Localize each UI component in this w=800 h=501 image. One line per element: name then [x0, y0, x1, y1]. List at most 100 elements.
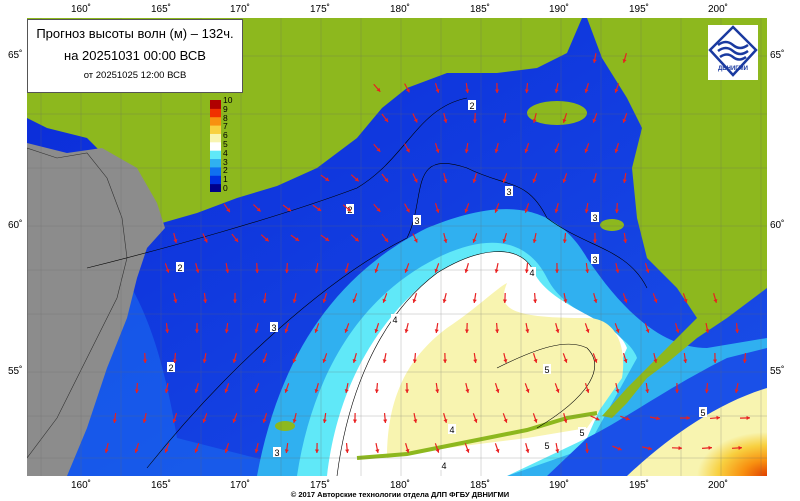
wave-direction-arrow	[494, 82, 500, 94]
wave-direction-arrow	[494, 203, 500, 213]
wave-direction-arrow	[290, 234, 300, 242]
wave-direction-arrow	[342, 204, 352, 212]
st-lawrence-island	[527, 101, 587, 125]
wave-direction-arrow	[374, 382, 379, 394]
wave-direction-arrow	[202, 233, 208, 243]
title-line-1: Прогноз высоты волн (м) – 132ч.	[36, 26, 234, 41]
wave-direction-arrow	[255, 262, 260, 274]
wave-direction-arrow	[584, 202, 589, 214]
wave-direction-arrow	[404, 382, 410, 394]
wave-direction-arrow	[404, 323, 409, 333]
contour-label: 3	[271, 323, 276, 333]
wave-direction-arrow	[172, 352, 177, 364]
wave-direction-arrow	[434, 322, 439, 334]
wave-direction-arrow	[464, 142, 469, 154]
wave-direction-arrow	[653, 352, 658, 364]
wave-direction-arrow	[252, 204, 262, 212]
wave-direction-arrow	[682, 293, 688, 303]
wave-direction-arrow	[322, 412, 327, 424]
wave-direction-arrow	[223, 203, 231, 213]
dvnigmi-logo: ДВНИГМИ	[708, 25, 758, 80]
wave-direction-arrow	[502, 233, 507, 243]
wave-direction-arrow	[203, 292, 208, 304]
wave-direction-arrow	[254, 383, 260, 393]
wave-direction-arrow	[374, 263, 380, 273]
wave-direction-arrow	[671, 446, 683, 451]
wave-direction-arrow	[675, 323, 680, 333]
wave-direction-arrow	[314, 442, 320, 454]
wave-direction-arrow	[742, 352, 747, 364]
wave-direction-arrow	[554, 383, 560, 393]
longitude-label: 170˚	[229, 480, 251, 491]
wave-direction-arrow	[352, 412, 358, 424]
wave-direction-arrow	[134, 382, 139, 394]
wave-direction-arrow	[224, 443, 230, 453]
wave-direction-arrow	[524, 143, 530, 153]
wave-direction-arrow	[532, 173, 538, 183]
longitude-label: 190˚	[548, 4, 570, 15]
wave-direction-arrow	[524, 203, 530, 213]
wave-direction-arrow	[709, 415, 721, 420]
wave-direction-arrow	[494, 443, 500, 453]
wave-direction-arrow	[232, 292, 238, 304]
wave-direction-arrow	[232, 353, 237, 363]
wave-direction-arrow	[585, 262, 590, 274]
contour-label: 4	[449, 425, 454, 435]
contour-label: 5	[579, 428, 584, 438]
wave-direction-arrow	[375, 442, 380, 454]
wave-direction-arrow	[533, 292, 538, 304]
wave-direction-arrow	[374, 323, 380, 333]
wave-direction-arrow	[464, 203, 470, 213]
wave-direction-arrow	[322, 353, 328, 363]
wave-direction-arrow	[320, 234, 330, 242]
title-line-3: от 20251025 12:00 ВСВ	[83, 70, 187, 81]
contour-label: 3	[592, 255, 597, 265]
wave-direction-arrow	[622, 172, 627, 184]
map-canvas: 222233333344445555	[27, 18, 767, 476]
wave-direction-arrow	[382, 352, 387, 364]
wave-direction-arrow	[381, 113, 389, 123]
wave-direction-arrow	[312, 204, 322, 212]
contour-label: 2	[168, 363, 173, 373]
wave-direction-arrow	[352, 293, 358, 303]
wave-direction-arrow	[503, 352, 508, 364]
wave-direction-arrow	[735, 322, 740, 334]
wave-direction-arrow	[344, 323, 350, 333]
wave-direction-arrow	[134, 443, 140, 453]
wave-direction-arrow	[620, 415, 630, 421]
wave-direction-arrow	[434, 443, 440, 453]
wave-direction-arrow	[314, 383, 319, 393]
wave-direction-arrow	[404, 203, 410, 213]
wave-direction-arrow	[231, 233, 239, 243]
longitude-label: 175˚	[309, 480, 331, 491]
wave-direction-arrow	[443, 113, 448, 123]
wave-direction-arrow	[225, 262, 230, 274]
wave-direction-arrow	[262, 413, 268, 423]
wave-direction-arrow	[554, 262, 560, 274]
wave-direction-arrow	[314, 262, 319, 274]
wave-direction-arrow	[104, 442, 109, 454]
wave-direction-arrow	[674, 382, 680, 394]
wave-direction-arrow	[465, 82, 470, 94]
contour-label: 3	[506, 187, 511, 197]
wave-direction-arrow	[443, 413, 448, 423]
wave-direction-arrow	[284, 442, 289, 454]
wave-direction-arrow	[524, 383, 530, 393]
contour-label: 2	[469, 101, 474, 111]
wave-direction-arrow	[472, 112, 477, 124]
legend-tick-label: 3	[223, 156, 228, 167]
wave-direction-arrow	[282, 204, 292, 212]
legend-tick-label: 9	[223, 103, 228, 114]
wave-direction-arrow	[555, 442, 560, 454]
wave-direction-arrow	[350, 174, 360, 182]
wave-direction-arrow	[442, 352, 448, 364]
wave-direction-arrow	[373, 203, 381, 213]
wave-direction-arrow	[532, 413, 538, 423]
wave-direction-arrow	[494, 383, 500, 393]
wave-direction-arrow	[352, 353, 357, 363]
wave-direction-arrow	[615, 382, 620, 394]
wave-direction-arrow	[173, 292, 178, 304]
wave-direction-arrow	[164, 382, 169, 394]
wave-direction-arrow	[473, 352, 478, 364]
